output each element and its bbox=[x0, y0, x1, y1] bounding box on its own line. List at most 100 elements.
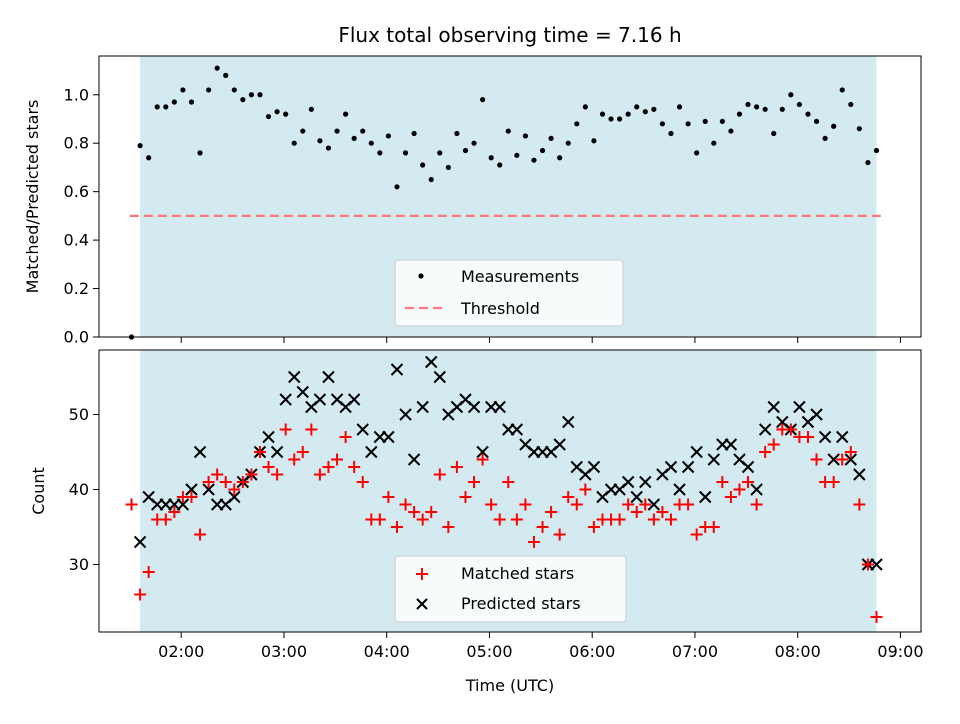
measurement-point bbox=[797, 102, 802, 107]
count-y-tick-label: 50 bbox=[69, 405, 89, 424]
measurement-point bbox=[463, 148, 468, 153]
measurement-point bbox=[788, 92, 793, 97]
count-panel: 304050 02:00 03:00 04:00 05:00 06:00 07:00 08:… bbox=[29, 350, 924, 695]
x-tick-label: 07:00 bbox=[672, 642, 718, 661]
measurement-point bbox=[857, 126, 862, 131]
measurement-point bbox=[763, 107, 768, 112]
ratio-y-tick-label: 1.0 bbox=[64, 85, 89, 104]
measurement-point bbox=[155, 104, 160, 109]
measurement-point bbox=[240, 97, 245, 102]
measurement-point bbox=[540, 148, 545, 153]
measurement-point bbox=[343, 112, 348, 117]
measurement-point bbox=[394, 184, 399, 189]
legend-predicted-label: Predicted stars bbox=[461, 594, 581, 613]
measurement-point bbox=[506, 128, 511, 133]
measurement-point bbox=[471, 141, 476, 146]
measurement-point bbox=[172, 99, 177, 104]
count-x-ticks: 02:00 03:00 04:00 05:00 06:00 07:00 08:00 09:00 bbox=[158, 632, 923, 661]
measurement-point bbox=[720, 119, 725, 124]
measurement-point bbox=[514, 153, 519, 158]
legend-measurement-marker bbox=[418, 273, 423, 278]
measurement-point bbox=[848, 102, 853, 107]
measurement-point bbox=[480, 97, 485, 102]
measurement-point bbox=[317, 138, 322, 143]
legend-matched-label: Matched stars bbox=[461, 564, 574, 583]
measurement-point bbox=[703, 119, 708, 124]
measurement-point bbox=[377, 150, 382, 155]
measurement-point bbox=[608, 116, 613, 121]
measurement-point bbox=[454, 131, 459, 136]
measurement-point bbox=[334, 128, 339, 133]
measurement-point bbox=[574, 121, 579, 126]
measurement-point bbox=[489, 155, 494, 160]
measurement-point bbox=[780, 107, 785, 112]
measurement-point bbox=[437, 150, 442, 155]
x-tick-label: 09:00 bbox=[877, 642, 923, 661]
measurement-point bbox=[180, 87, 185, 92]
measurement-point bbox=[249, 92, 254, 97]
ratio-panel: 0.00.20.40.60.81.0 Matched/Predicted sta… bbox=[23, 56, 921, 347]
measurement-point bbox=[814, 119, 819, 124]
measurement-point bbox=[300, 128, 305, 133]
ratio-y-tick-label: 0.0 bbox=[64, 328, 89, 347]
count-y-tick-label: 30 bbox=[69, 555, 89, 574]
measurement-point bbox=[446, 165, 451, 170]
measurement-point bbox=[163, 104, 168, 109]
ratio-legend: Measurements Threshold bbox=[395, 260, 623, 326]
measurement-point bbox=[745, 102, 750, 107]
x-tick-label: 02:00 bbox=[158, 642, 204, 661]
measurement-point bbox=[805, 112, 810, 117]
ratio-x-ticks bbox=[181, 337, 900, 343]
measurement-point bbox=[823, 136, 828, 141]
measurement-point bbox=[420, 162, 425, 167]
measurement-point bbox=[292, 141, 297, 146]
measurement-point bbox=[386, 133, 391, 138]
measurement-point bbox=[352, 136, 357, 141]
measurement-point bbox=[197, 150, 202, 155]
measurement-point bbox=[523, 133, 528, 138]
x-tick-label: 03:00 bbox=[261, 642, 307, 661]
measurement-point bbox=[215, 66, 220, 71]
count-y-axis-label: Count bbox=[29, 467, 48, 515]
count-legend: Matched stars Predicted stars bbox=[395, 556, 626, 622]
measurement-point bbox=[369, 141, 374, 146]
measurement-point bbox=[634, 104, 639, 109]
measurement-point bbox=[257, 92, 262, 97]
measurement-point bbox=[677, 104, 682, 109]
count-y-tick-label: 40 bbox=[69, 480, 89, 499]
ratio-y-tick-label: 0.8 bbox=[64, 134, 89, 153]
measurement-point bbox=[189, 99, 194, 104]
measurement-point bbox=[668, 131, 673, 136]
measurement-point bbox=[309, 107, 314, 112]
x-tick-label: 08:00 bbox=[775, 642, 821, 661]
measurement-point bbox=[771, 131, 776, 136]
ratio-y-ticks: 0.00.20.40.60.81.0 bbox=[64, 85, 99, 346]
measurement-point bbox=[138, 143, 143, 148]
measurement-point bbox=[591, 138, 596, 143]
measurement-point bbox=[283, 112, 288, 117]
measurement-point bbox=[840, 87, 845, 92]
measurement-point bbox=[360, 128, 365, 133]
measurement-point bbox=[686, 121, 691, 126]
ratio-y-tick-label: 0.4 bbox=[64, 231, 89, 250]
measurement-point bbox=[223, 73, 228, 78]
measurement-point bbox=[874, 148, 879, 153]
measurement-point bbox=[583, 104, 588, 109]
legend-threshold-label: Threshold bbox=[460, 299, 540, 318]
measurement-point bbox=[266, 114, 271, 119]
ratio-y-tick-label: 0.6 bbox=[64, 182, 89, 201]
measurement-point bbox=[557, 155, 562, 160]
measurement-point bbox=[429, 177, 434, 182]
measurement-point bbox=[660, 121, 665, 126]
measurement-point bbox=[831, 124, 836, 129]
count-y-ticks: 30 40 50 bbox=[69, 405, 99, 574]
x-tick-label: 06:00 bbox=[569, 642, 615, 661]
measurement-point bbox=[711, 141, 716, 146]
measurement-point bbox=[643, 109, 648, 114]
measurement-point bbox=[626, 112, 631, 117]
measurement-point bbox=[728, 128, 733, 133]
measurement-point bbox=[754, 104, 759, 109]
measurement-point bbox=[617, 116, 622, 121]
